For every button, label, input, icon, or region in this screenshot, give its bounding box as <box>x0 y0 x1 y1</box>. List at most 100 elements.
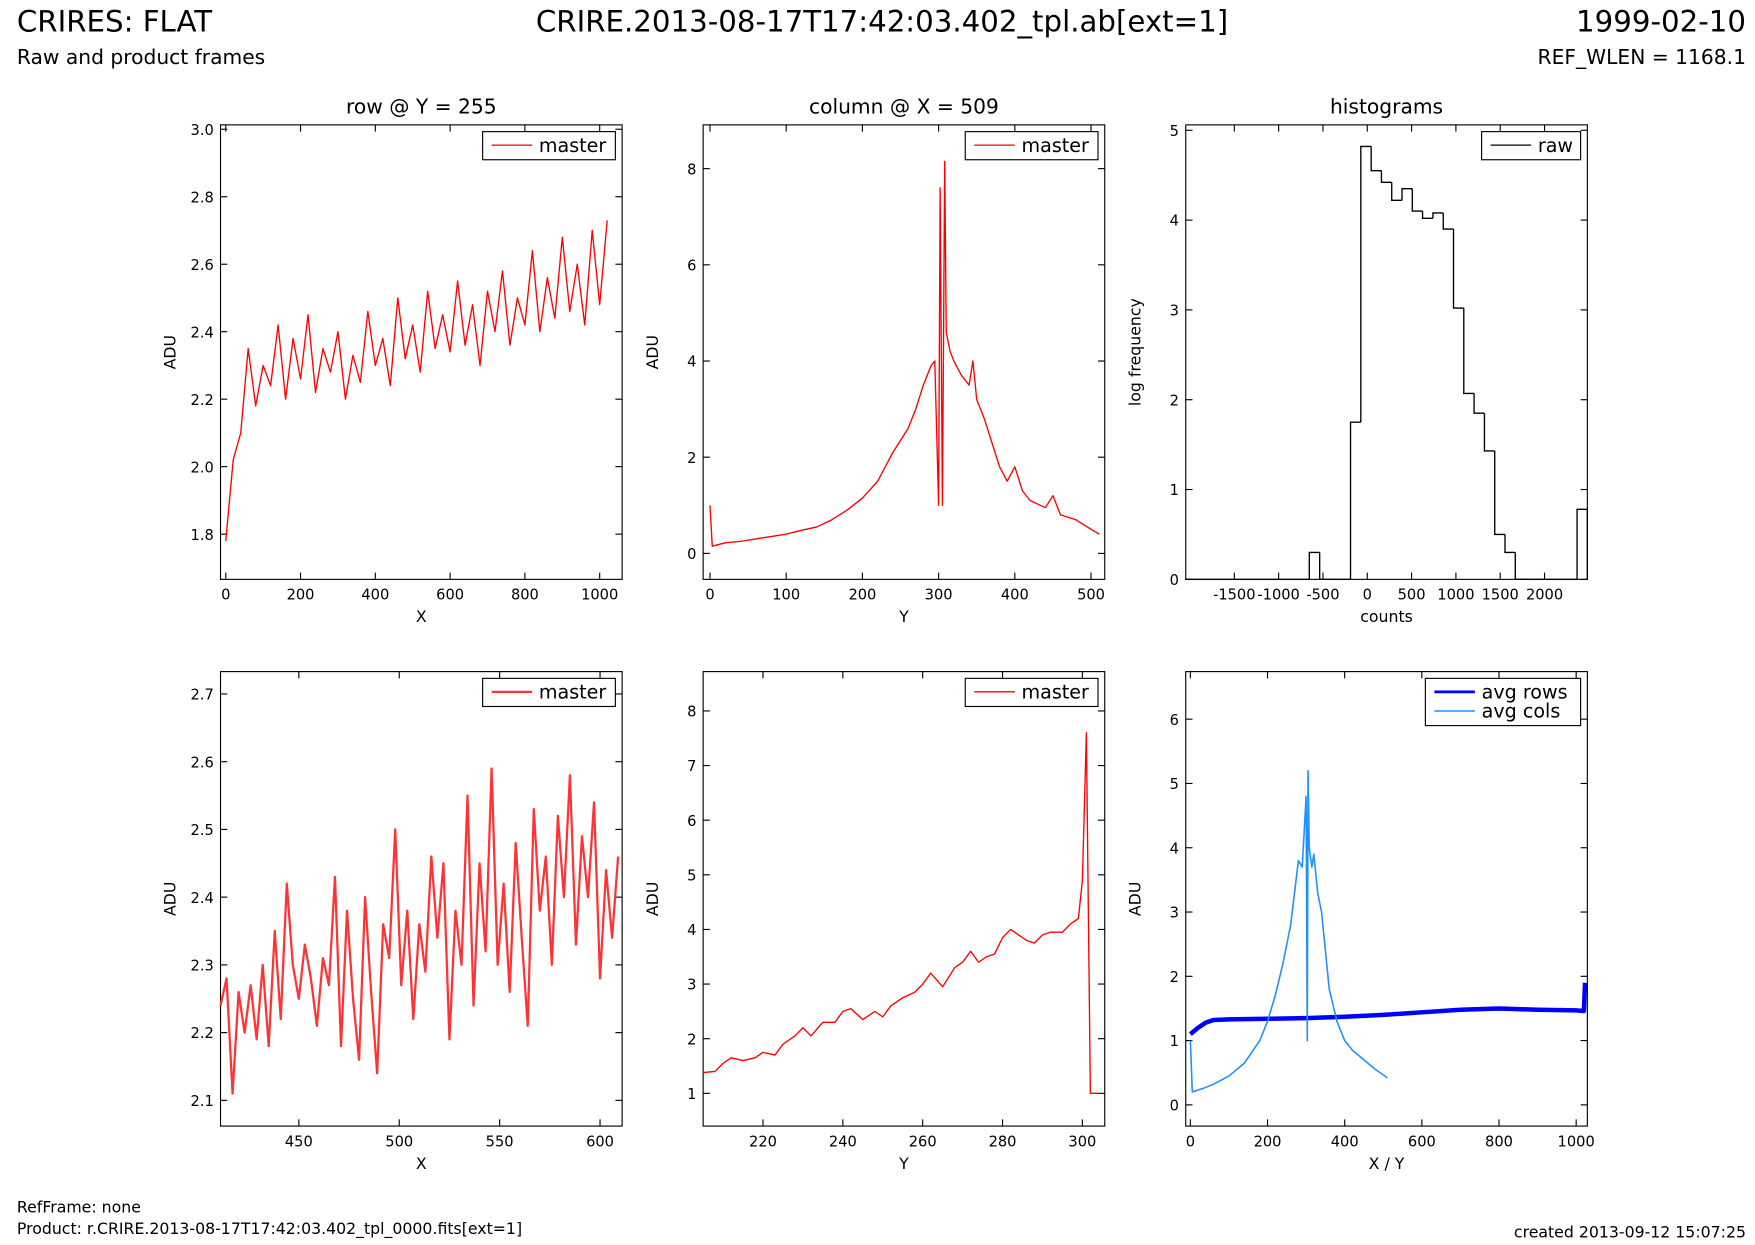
y-axis-label: ADU <box>161 882 180 916</box>
histogram-bin <box>1463 308 1475 395</box>
y-tick-label: 1 <box>687 1086 696 1103</box>
y-tick-label: 2.8 <box>191 189 214 206</box>
plot-frame <box>702 124 1106 580</box>
histogram-bin <box>1494 450 1506 536</box>
x-tick-label: 200 <box>1254 1133 1282 1150</box>
histogram-bin <box>1380 170 1392 184</box>
histogram-bin <box>1308 551 1320 580</box>
y-tick-label: 5 <box>1170 123 1179 140</box>
plot-frame <box>1185 124 1588 580</box>
x-tick-label: 1000 <box>1437 587 1474 604</box>
x-tick-label: 400 <box>361 587 389 604</box>
x-tick-label: -500 <box>1306 587 1339 604</box>
histogram-bin <box>1411 188 1423 212</box>
y-axis-label: ADU <box>1126 882 1145 916</box>
x-tick-label: 800 <box>1485 1133 1513 1150</box>
y-axis-label: ADU <box>161 335 180 369</box>
file-name: CRIRE.2013-08-17T17:42:03.402_tpl.ab[ext… <box>536 4 1228 38</box>
legend-label: master <box>1021 681 1089 704</box>
histogram-bin <box>1318 552 1330 581</box>
x-tick-label: 300 <box>1068 1133 1096 1150</box>
ref-wlen: REF_WLEN = 1168.1 <box>1538 45 1746 69</box>
plot-frame <box>219 671 623 1127</box>
data-line <box>219 767 620 1095</box>
histogram-bin <box>1432 212 1444 219</box>
y-tick-label: 2.5 <box>191 822 214 839</box>
data-line <box>703 732 1099 1094</box>
y-axis-label: ADU <box>643 882 662 916</box>
y-tick-label: 2.4 <box>191 890 214 907</box>
y-tick-label: 3 <box>1170 905 1179 922</box>
y-tick-label: 2.3 <box>191 958 214 975</box>
y-tick-label: 2.0 <box>191 459 214 476</box>
y-tick-label: 8 <box>687 704 696 721</box>
y-axis-label: log frequency <box>1126 298 1145 406</box>
plot-frame <box>702 671 1106 1127</box>
legend-label: raw <box>1538 134 1573 157</box>
y-tick-label: 0 <box>687 546 696 563</box>
y-tick-label: 2.1 <box>191 1093 214 1110</box>
histogram-bin <box>1360 145 1372 423</box>
x-tick-label: 500 <box>385 1133 413 1150</box>
y-tick-label: 4 <box>1170 213 1179 230</box>
histogram-bin <box>1576 508 1589 580</box>
plot-frame <box>219 124 623 580</box>
y-tick-label: 1 <box>1170 482 1179 499</box>
histogram-bin <box>1452 229 1464 309</box>
x-tick-label: -1000 <box>1257 587 1299 604</box>
y-tick-label: 2 <box>687 1031 696 1048</box>
y-tick-label: 5 <box>687 867 696 884</box>
x-tick-label: 600 <box>1408 1133 1436 1150</box>
x-axis-label: Y <box>898 1154 909 1173</box>
page-subtitle: Raw and product frames <box>17 45 265 69</box>
legend-label: master <box>539 681 607 704</box>
y-tick-label: 2 <box>687 450 696 467</box>
y-tick-label: 6 <box>687 257 696 274</box>
histogram-bin <box>1421 211 1433 219</box>
product: Product: r.CRIRE.2013-08-17T17:42:03.402… <box>17 1219 522 1239</box>
x-tick-label: 0 <box>1363 587 1372 604</box>
x-tick-label: 600 <box>586 1133 614 1150</box>
y-tick-label: 2 <box>1170 392 1179 409</box>
x-axis-label: X <box>416 1154 427 1173</box>
x-tick-label: 800 <box>511 587 539 604</box>
y-tick-label: 0 <box>1170 1098 1179 1115</box>
x-tick-label: 600 <box>436 587 464 604</box>
y-tick-label: 4 <box>1170 840 1179 857</box>
x-axis-label: Y <box>898 607 909 626</box>
legend-label: avg rows <box>1482 681 1568 704</box>
x-tick-label: 240 <box>829 1133 857 1150</box>
x-tick-label: 2000 <box>1526 587 1563 604</box>
created: created 2013-09-12 15:07:25 <box>1514 1222 1746 1241</box>
y-tick-label: 0 <box>1170 572 1179 589</box>
x-tick-label: 200 <box>287 587 315 604</box>
y-tick-label: 3 <box>1170 303 1179 320</box>
ref-frame: RefFrame: none <box>17 1198 141 1217</box>
y-tick-label: 2.6 <box>191 754 214 771</box>
x-tick-label: 0 <box>1186 1133 1195 1150</box>
histogram-bin <box>1473 393 1485 414</box>
x-tick-label: 100 <box>772 587 800 604</box>
date: 1999-02-10 <box>1576 4 1746 38</box>
x-tick-label: 260 <box>909 1133 937 1150</box>
x-axis-label: counts <box>1360 607 1413 626</box>
y-tick-label: 4 <box>687 354 696 371</box>
x-tick-label: 450 <box>285 1133 313 1150</box>
y-tick-label: 2.4 <box>191 324 214 341</box>
data-line <box>225 220 608 541</box>
x-tick-label: 1500 <box>1482 587 1519 604</box>
legend-label: master <box>539 134 607 157</box>
histogram-bin <box>1504 534 1516 554</box>
x-tick-label: 300 <box>925 587 953 604</box>
x-tick-label: 500 <box>1398 587 1426 604</box>
x-tick-label: 0 <box>705 587 714 604</box>
x-tick-label: -1500 <box>1213 587 1255 604</box>
x-tick-label: 1000 <box>1558 1133 1595 1150</box>
x-tick-label: 200 <box>848 587 876 604</box>
y-tick-label: 2.2 <box>191 392 214 409</box>
y-tick-label: 4 <box>687 922 696 939</box>
y-tick-label: 6 <box>687 813 696 830</box>
x-tick-label: 220 <box>749 1133 777 1150</box>
panel-title: row @ Y = 255 <box>346 95 497 119</box>
